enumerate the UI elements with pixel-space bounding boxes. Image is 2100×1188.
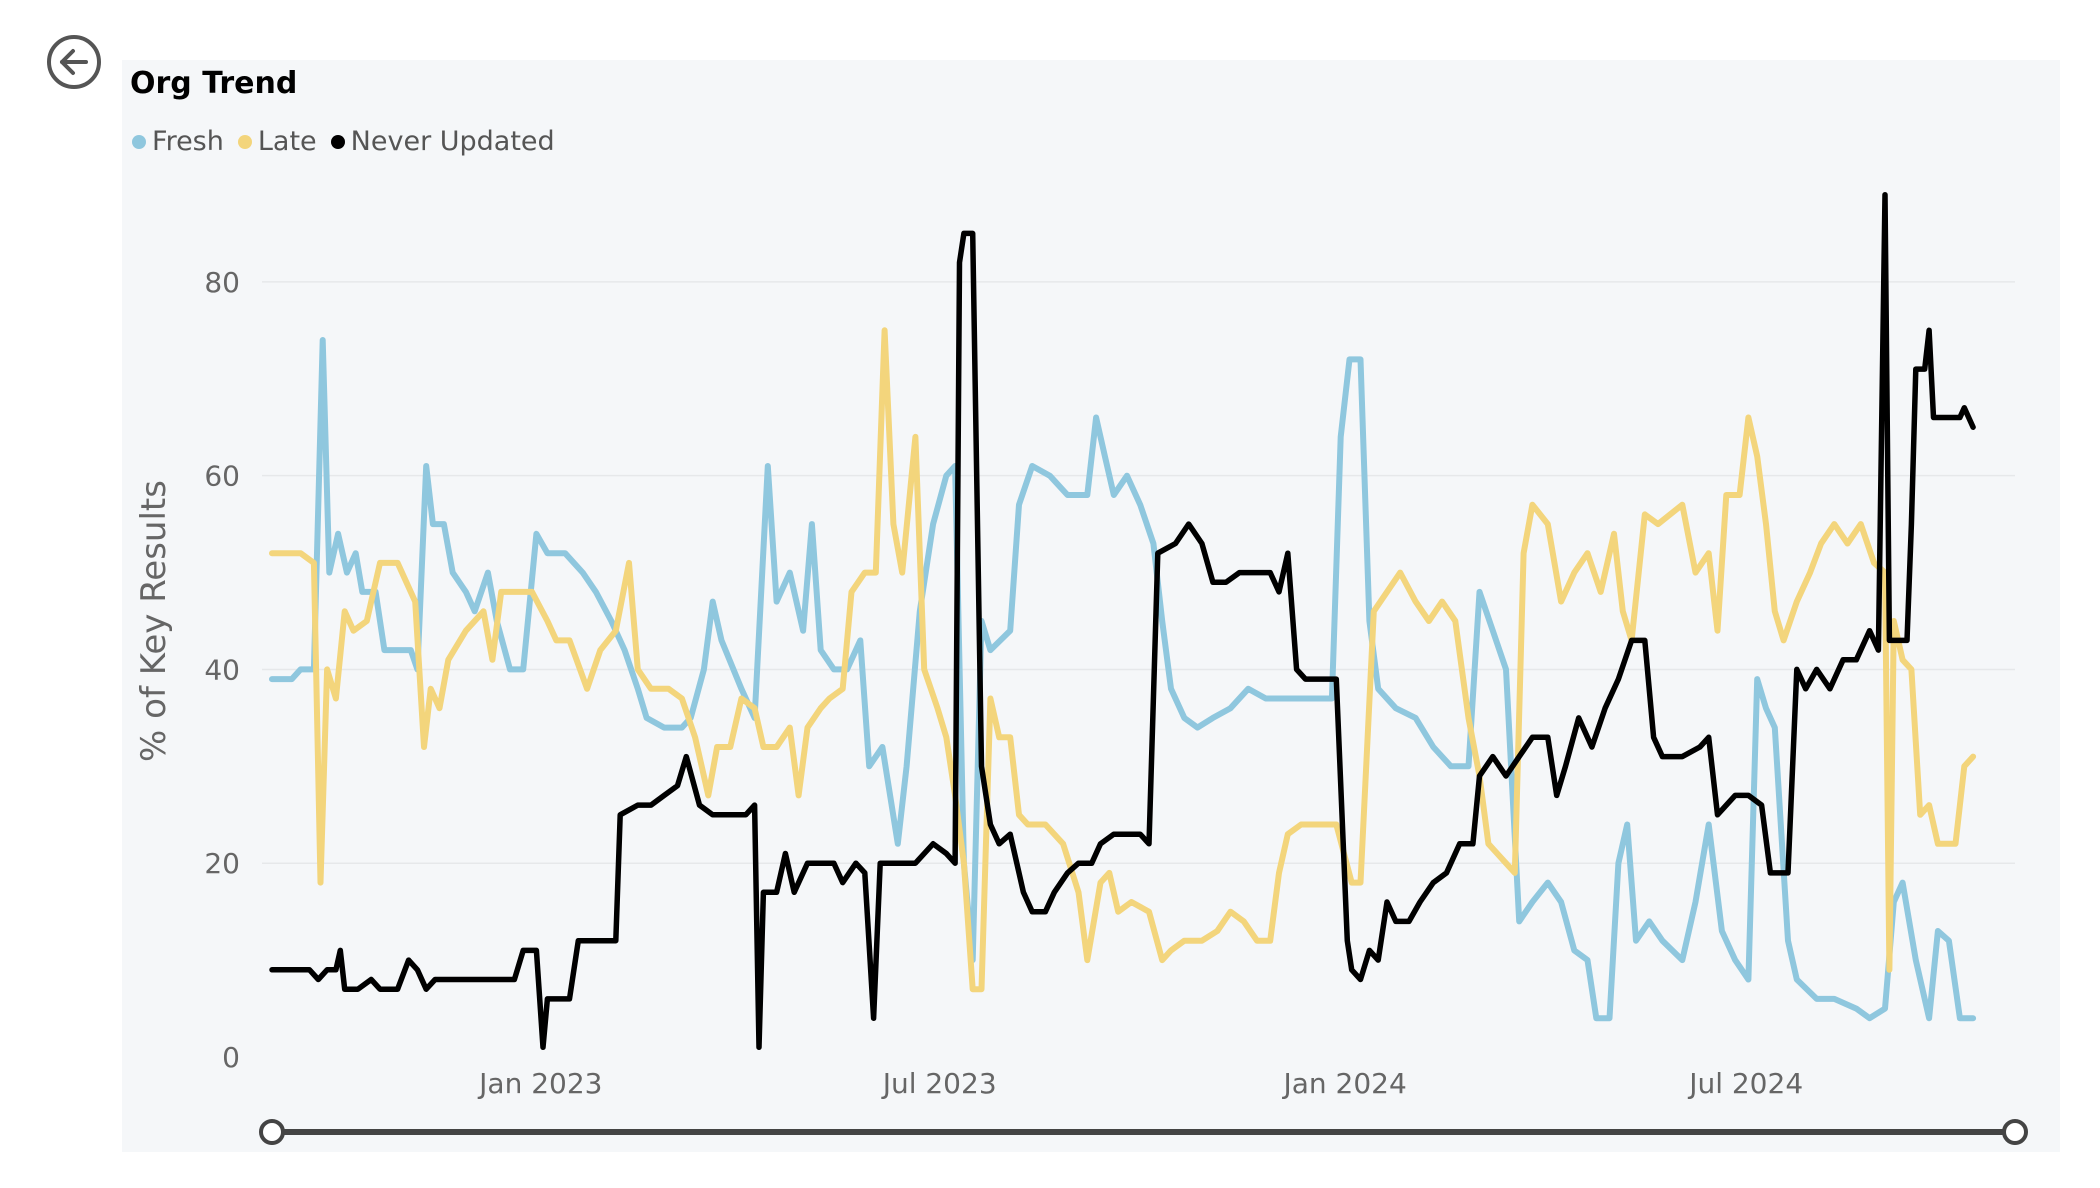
y-axis-title: % of Key Results: [134, 480, 174, 762]
y-tick-label-80: 80: [204, 266, 240, 299]
range-slider-start-handle[interactable]: [259, 1119, 285, 1145]
legend-item-fresh[interactable]: Fresh: [132, 126, 224, 157]
legend-label-late: Late: [257, 126, 317, 157]
y-tick-label-40: 40: [204, 653, 240, 686]
y-tick-label-20: 20: [204, 847, 240, 880]
legend-item-late[interactable]: Late: [237, 126, 317, 157]
chart-title: Org Trend: [130, 66, 298, 101]
arrow-left-circle-icon: [47, 35, 101, 89]
legend-item-never-updated[interactable]: Never Updated: [330, 126, 555, 157]
legend-marker-fresh: [132, 134, 146, 149]
chart-panel: Org Trend Fresh Late Never Updated: [122, 60, 2060, 1152]
series-line-late: [269, 327, 1977, 993]
back-button[interactable]: [46, 34, 102, 90]
series-line-fresh: [269, 337, 1977, 1022]
legend-label-fresh: Fresh: [152, 126, 224, 157]
y-tick-label-0: 0: [222, 1041, 240, 1074]
legend-label-never-updated: Never Updated: [350, 126, 555, 157]
range-slider-end-handle[interactable]: [2002, 1119, 2028, 1145]
y-tick-label-60: 60: [204, 460, 240, 493]
legend-marker-late: [237, 134, 252, 149]
x-tick-label-3: Jul 2024: [1687, 1067, 1803, 1100]
series-line-never-updated: [269, 191, 1976, 1051]
x-tick-label-0: Jan 2023: [477, 1067, 602, 1100]
chart-legend: Fresh Late Never Updated: [132, 126, 569, 157]
x-tick-label-1: Jul 2023: [881, 1067, 997, 1100]
x-tick-label-2: Jan 2024: [1281, 1067, 1406, 1100]
legend-marker-never-updated: [330, 134, 345, 149]
